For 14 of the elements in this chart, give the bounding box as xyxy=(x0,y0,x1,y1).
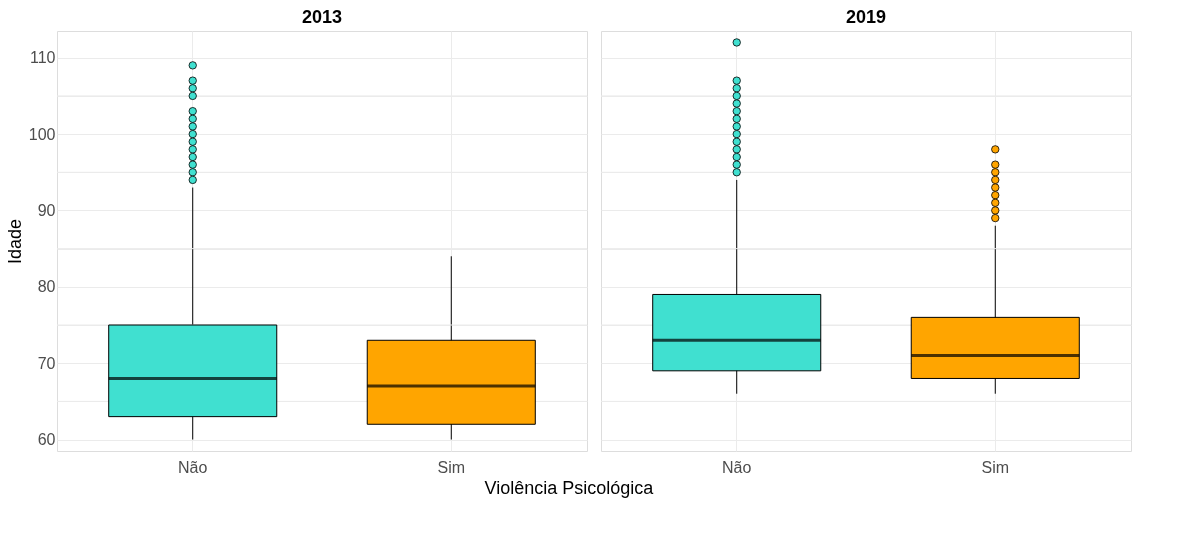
x-tick-label: Não xyxy=(178,458,208,476)
x-axis-title: Violência Psicológica xyxy=(484,477,655,498)
x-tick-label: Não xyxy=(722,458,752,476)
y-tick-label: 80 xyxy=(37,278,56,296)
y-tick-label: 90 xyxy=(37,201,56,219)
y-tick-label: 70 xyxy=(37,354,56,372)
y-axis-title: Idade xyxy=(4,218,25,265)
y-tick-label: 110 xyxy=(29,49,56,67)
chart-title: 2013 xyxy=(301,7,343,27)
x-tick-label: Sim xyxy=(981,458,1010,476)
x-tick-label: Sim xyxy=(437,458,466,476)
y-tick-label: 60 xyxy=(37,431,56,449)
y-tick-label: 100 xyxy=(28,125,56,143)
chart-title: 2019 xyxy=(845,7,887,27)
